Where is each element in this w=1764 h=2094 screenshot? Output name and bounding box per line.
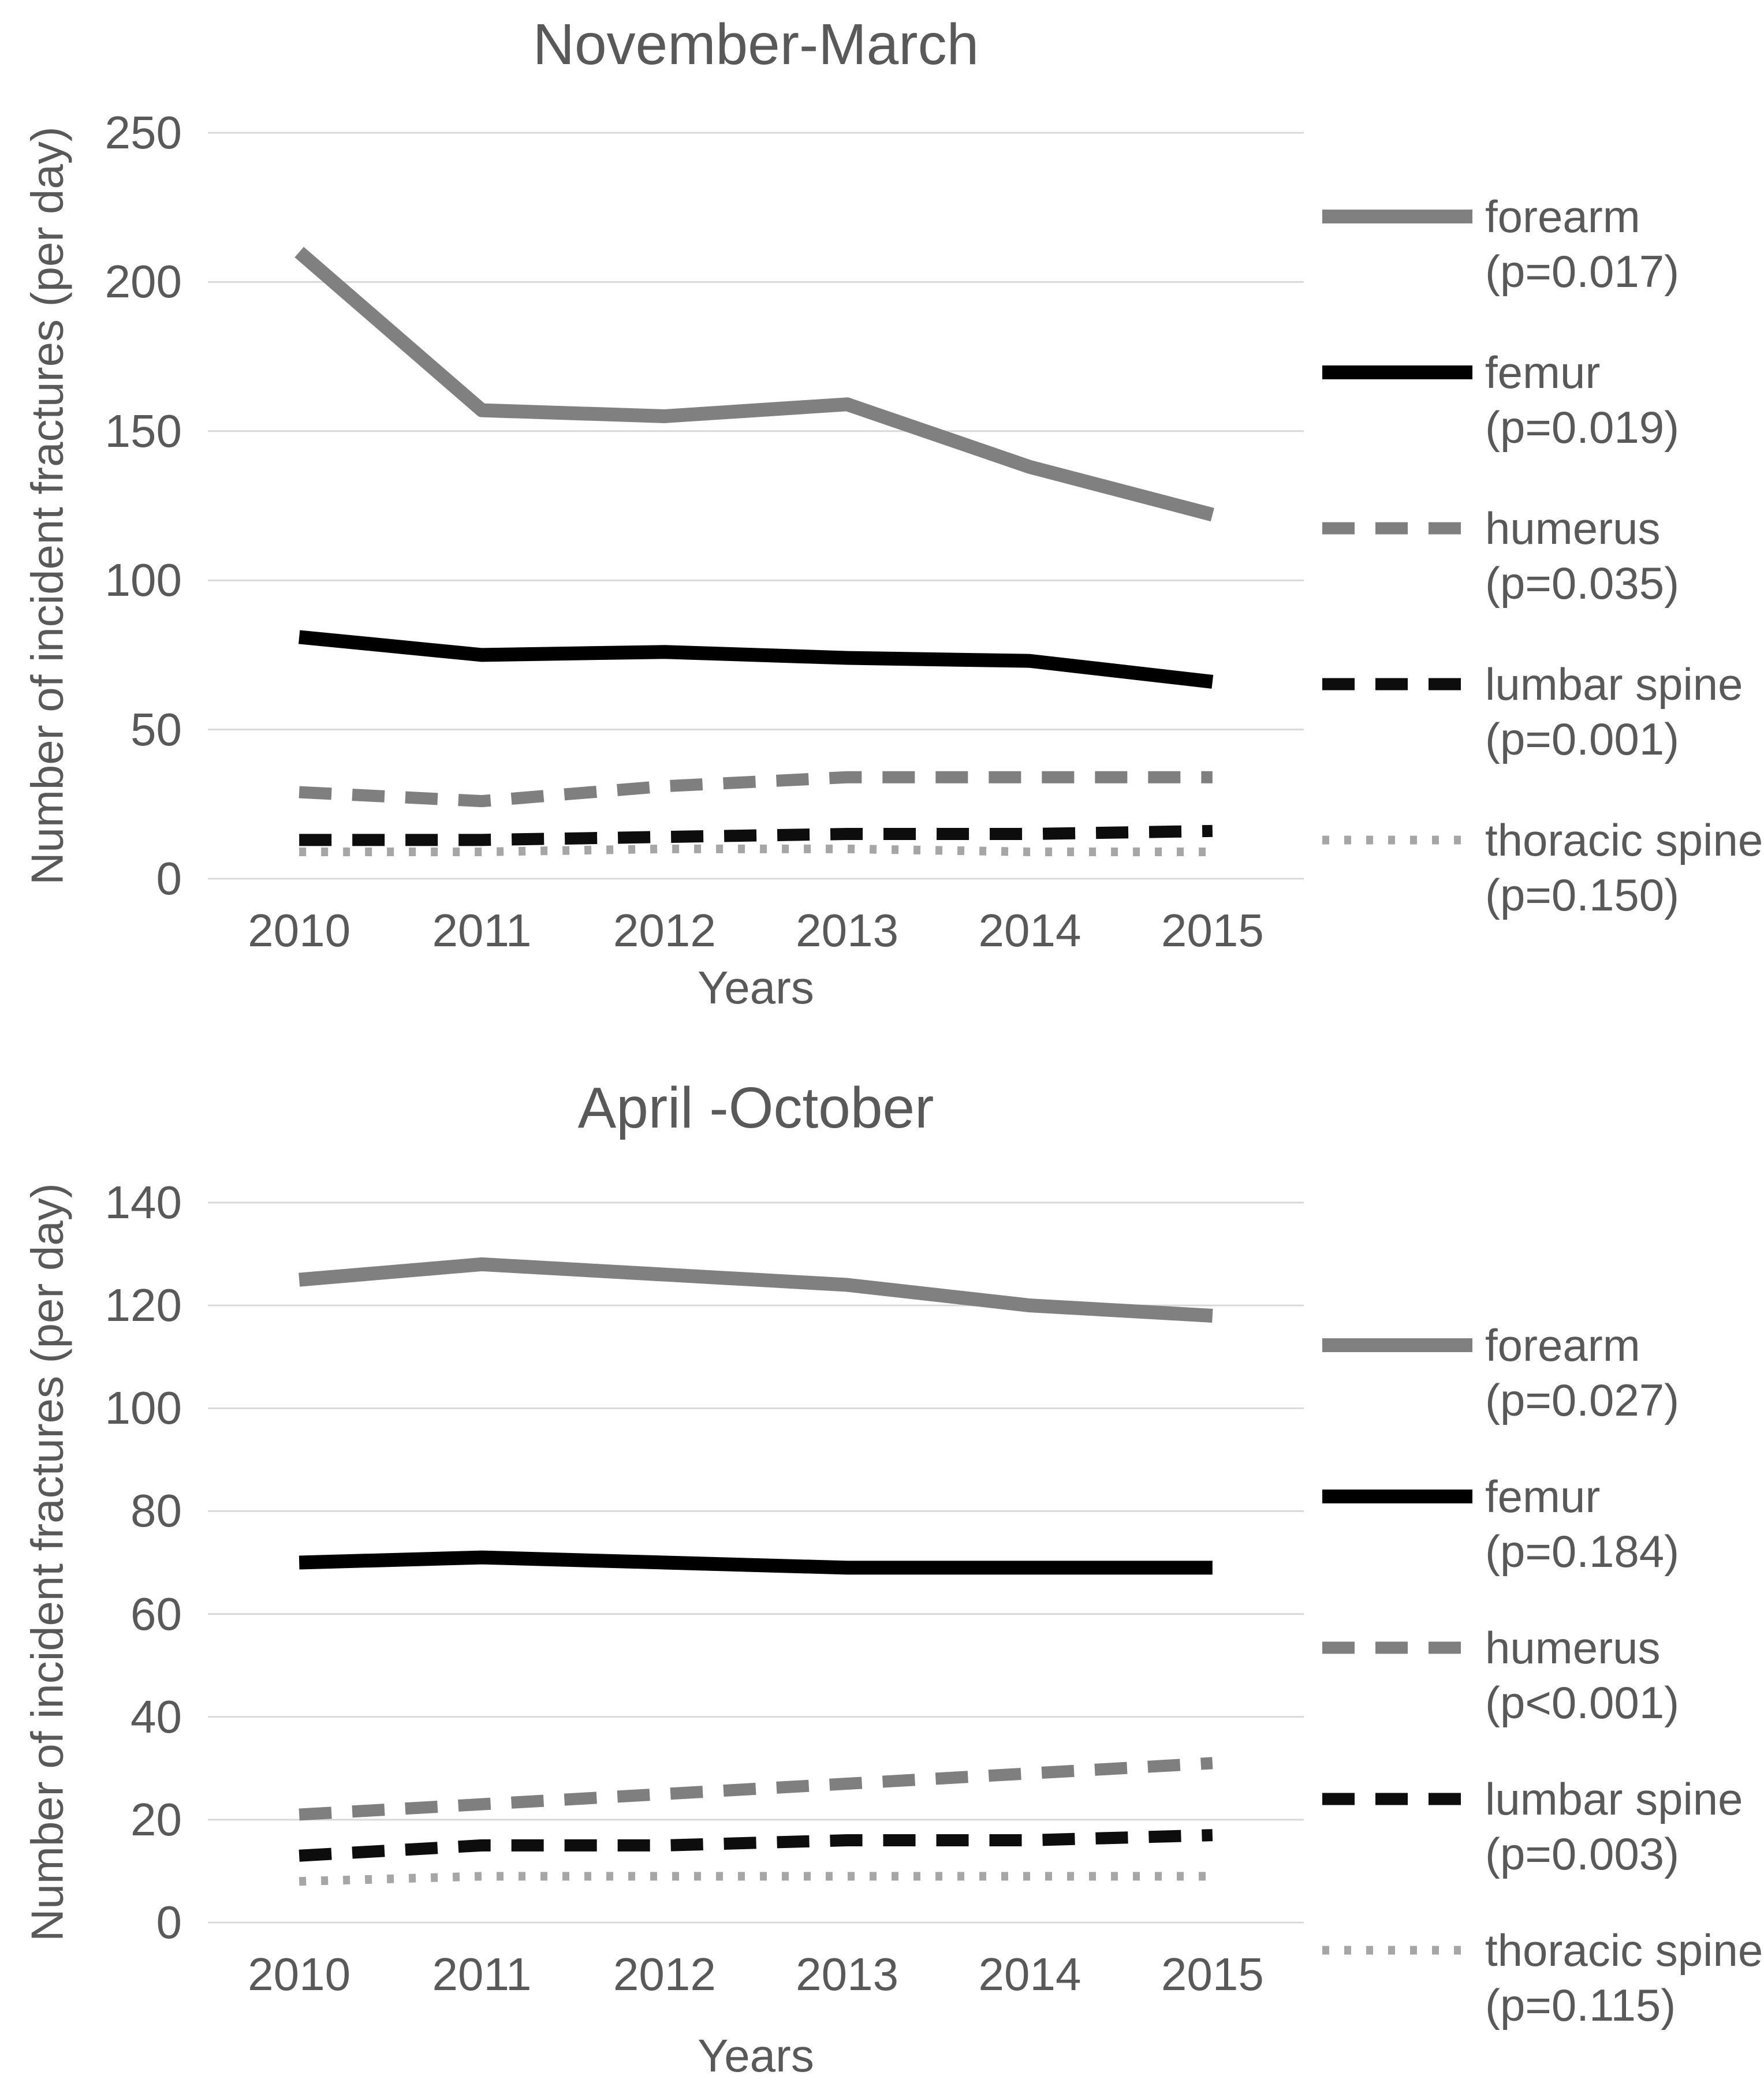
- series-line-forearm: [294, 247, 1214, 522]
- x-tick-label: 2014: [978, 905, 1081, 956]
- x-tick-label: 2010: [248, 1949, 351, 2000]
- y-tick-label: 200: [105, 256, 182, 308]
- legend-p-value: (p=0.184): [1485, 1526, 1680, 1577]
- x-tick-label: 2011: [432, 1949, 532, 2000]
- legend-p-value: (p=0.001): [1485, 714, 1680, 764]
- x-tick-label: 2013: [796, 905, 899, 956]
- legend-series-name: forearm: [1485, 191, 1640, 242]
- series-line-lumbar-spine: [299, 824, 1213, 846]
- x-tick-label: 2013: [796, 1949, 899, 2000]
- x-tick-label: 2015: [1161, 1949, 1264, 2000]
- x-axis-title: Years: [698, 962, 814, 1013]
- legend-series-name: femur: [1485, 1471, 1601, 1522]
- series-line-thoracic-spine: [299, 1872, 1213, 1886]
- legend-p-value: (p=0.003): [1485, 1828, 1680, 1879]
- x-tick-label: 2014: [978, 1949, 1081, 2000]
- series-line-forearm: [299, 1257, 1213, 1323]
- legend-series-name: lumbar spine: [1485, 659, 1743, 710]
- legend-row: femur (p=0.019): [1485, 345, 1764, 455]
- y-axis-title: Number of incident fractures (per day): [21, 126, 73, 885]
- x-tick-label: 2012: [613, 905, 716, 956]
- y-tick-label: 140: [105, 1177, 182, 1228]
- series-line-humerus: [299, 1757, 1213, 1821]
- x-axis-title: Years: [698, 2030, 814, 2081]
- legend-row: forearm (p=0.017): [1485, 189, 1764, 299]
- y-tick-label: 50: [130, 703, 182, 755]
- legend-p-value: (p=0.035): [1485, 558, 1680, 609]
- y-tick-label: 150: [105, 405, 182, 457]
- y-tick-label: 80: [130, 1485, 182, 1537]
- chart-title: April -October: [577, 1076, 934, 1140]
- legend-row: femur (p=0.184): [1485, 1469, 1764, 1579]
- y-tick-label: 0: [156, 1897, 182, 1948]
- legend-series-name: femur: [1485, 347, 1601, 398]
- y-tick-label: 120: [105, 1279, 182, 1331]
- legend-p-value: (p<0.001): [1485, 1677, 1680, 1728]
- chart-title: November-March: [532, 12, 979, 77]
- legend-series-name: lumbar spine: [1485, 1774, 1743, 1824]
- legend-row: humerus (p<0.001): [1485, 1621, 1764, 1730]
- y-tick-label: 250: [105, 107, 182, 158]
- legend-p-value: (p=0.027): [1485, 1375, 1680, 1425]
- legend-series-name: thoracic spine: [1485, 1925, 1763, 1976]
- series-line-lumbar-spine: [299, 1829, 1213, 1862]
- y-tick-label: 100: [105, 1382, 182, 1434]
- y-tick-label: 60: [130, 1588, 182, 1640]
- series-line-femur: [298, 630, 1214, 689]
- legend-row: lumbar spine (p=0.003): [1485, 1772, 1764, 1882]
- y-tick-label: 100: [105, 554, 182, 606]
- legend-p-value: (p=0.017): [1485, 246, 1680, 297]
- y-tick-label: 20: [130, 1793, 182, 1845]
- series-line-humerus: [299, 771, 1213, 808]
- legend-series-name: humerus: [1485, 1622, 1661, 1673]
- legend-p-value: (p=0.019): [1485, 402, 1680, 453]
- y-axis-title: Number of incident fractures (per day): [21, 1183, 73, 1942]
- legend-row: forearm (p=0.027): [1485, 1318, 1764, 1428]
- series-line-thoracic-spine: [299, 844, 1213, 856]
- series-line-femur: [299, 1550, 1213, 1575]
- legend-series-name: thoracic spine: [1485, 815, 1763, 865]
- legend-p-value: (p=0.115): [1485, 1980, 1676, 2030]
- legend-series-name: humerus: [1485, 503, 1661, 554]
- legend-row: thoracic spine (p=0.115): [1485, 1923, 1764, 2033]
- x-tick-label: 2010: [248, 905, 351, 956]
- legend-row: humerus (p=0.035): [1485, 501, 1764, 611]
- legend-row: lumbar spine (p=0.001): [1485, 657, 1764, 767]
- y-tick-label: 40: [130, 1690, 182, 1742]
- x-tick-label: 2012: [613, 1949, 716, 2000]
- y-tick-label: 0: [156, 853, 182, 904]
- legend-series-name: forearm: [1485, 1320, 1640, 1371]
- legend-p-value: (p=0.150): [1485, 869, 1680, 920]
- x-tick-label: 2011: [432, 905, 532, 956]
- x-tick-label: 2015: [1161, 905, 1264, 956]
- legend-row: thoracic spine (p=0.150): [1485, 813, 1764, 923]
